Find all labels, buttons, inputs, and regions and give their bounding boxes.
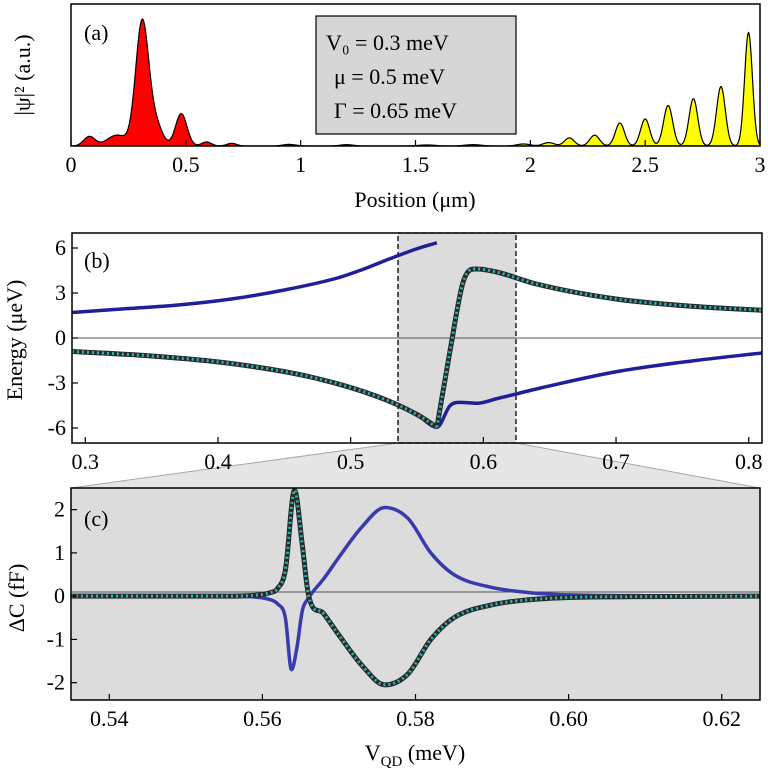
panel-a-xtick-label: 2 [525,152,536,177]
panel-a-xtick-label: 1 [295,152,306,177]
panel-c-xtick-label: 0.58 [396,706,435,731]
panel-c-ytick-label: -1 [47,626,65,651]
panel-c-xtick-label: 0.54 [90,706,129,731]
panel-b-ytick-label: 3 [55,280,66,305]
panel-a-xtick-label: 1.5 [402,152,430,177]
panel-b-upper-solid-line [72,241,438,315]
xlabel-subscript: QD [381,754,403,768]
panel-a-xtick-label: 0 [66,152,77,177]
panel-c-ytick-label: 2 [54,497,65,522]
panel-c-dotted-line [71,488,760,687]
panel-b-ytick-label: 6 [55,235,66,260]
panel-c-ytick-label: 0 [54,583,65,608]
panel-b-xtick-label: 0.4 [204,449,232,474]
panel-b-xtick-label: 0.5 [337,449,365,474]
panel-a-xtick-label: 3 [755,152,766,177]
panel-b-ytick-label: -6 [48,415,66,440]
panel-b-ylabel: Energy (μeV) [2,280,27,401]
param-mu: μ = 0.5 meV [334,64,445,89]
param-gamma: Γ = 0.65 meV [334,98,457,123]
panel-c-ylabel: ΔC (fF) [4,564,29,633]
parameter-box: V₀ = 0.3 meV μ = 0.5 meV Γ = 0.65 meV [315,15,517,135]
panel-c-xtick-label: 0.62 [702,706,741,731]
panel-b-label: (b) [84,248,110,273]
panel-c-xtick-label: 0.60 [549,706,588,731]
panel-a-xtick-label: 2.5 [631,152,659,177]
panel-c-ytick-label: -2 [47,670,65,695]
panel-b-ytick-label: 0 [55,325,66,350]
panel-c-xtick-label: 0.56 [243,706,282,731]
panel-b-upper-dotted-line [435,267,762,428]
panel-b-lower-dotted-line [72,350,438,429]
panel-a-ylabel: |ψ|² (a.u.) [10,34,35,115]
panel-a-xlabel: Position (μm) [354,187,475,212]
panel-b-xtick-label: 0.3 [72,449,100,474]
panel-b: 0.3 0.4 0.5 0.6 0.7 0.8 -6 -3 0 3 6 (b) Energy (μe… [2,232,763,474]
xlabel-main: V [365,740,381,765]
param-v0: V₀ = 0.3 meV [326,30,449,55]
panel-a-label: (a) [84,20,108,45]
parameter-box-frame [315,15,517,135]
panel-a: 0 0.5 1 1.5 2 2.5 3 (a) Position (μm) |ψ|² (a.… [10,3,766,212]
panel-b-lower-dotted-underlay [72,349,439,430]
panel-c-xlabel: VQD (meV) [365,740,465,768]
panel-b-xtick-label: 0.6 [470,449,498,474]
zoom-connector [70,442,761,489]
panel-b-xtick-label: 0.8 [735,449,763,474]
panel-b-xtick-label: 0.7 [602,449,630,474]
panel-c-solid-line [71,505,760,672]
panel-c-label: (c) [84,506,108,531]
panel-b-ytick-label: -3 [48,370,66,395]
xlabel-unit: (meV) [402,740,465,765]
panel-c-ytick-label: 1 [54,540,65,565]
panel-a-xtick-label: 0.5 [172,152,200,177]
